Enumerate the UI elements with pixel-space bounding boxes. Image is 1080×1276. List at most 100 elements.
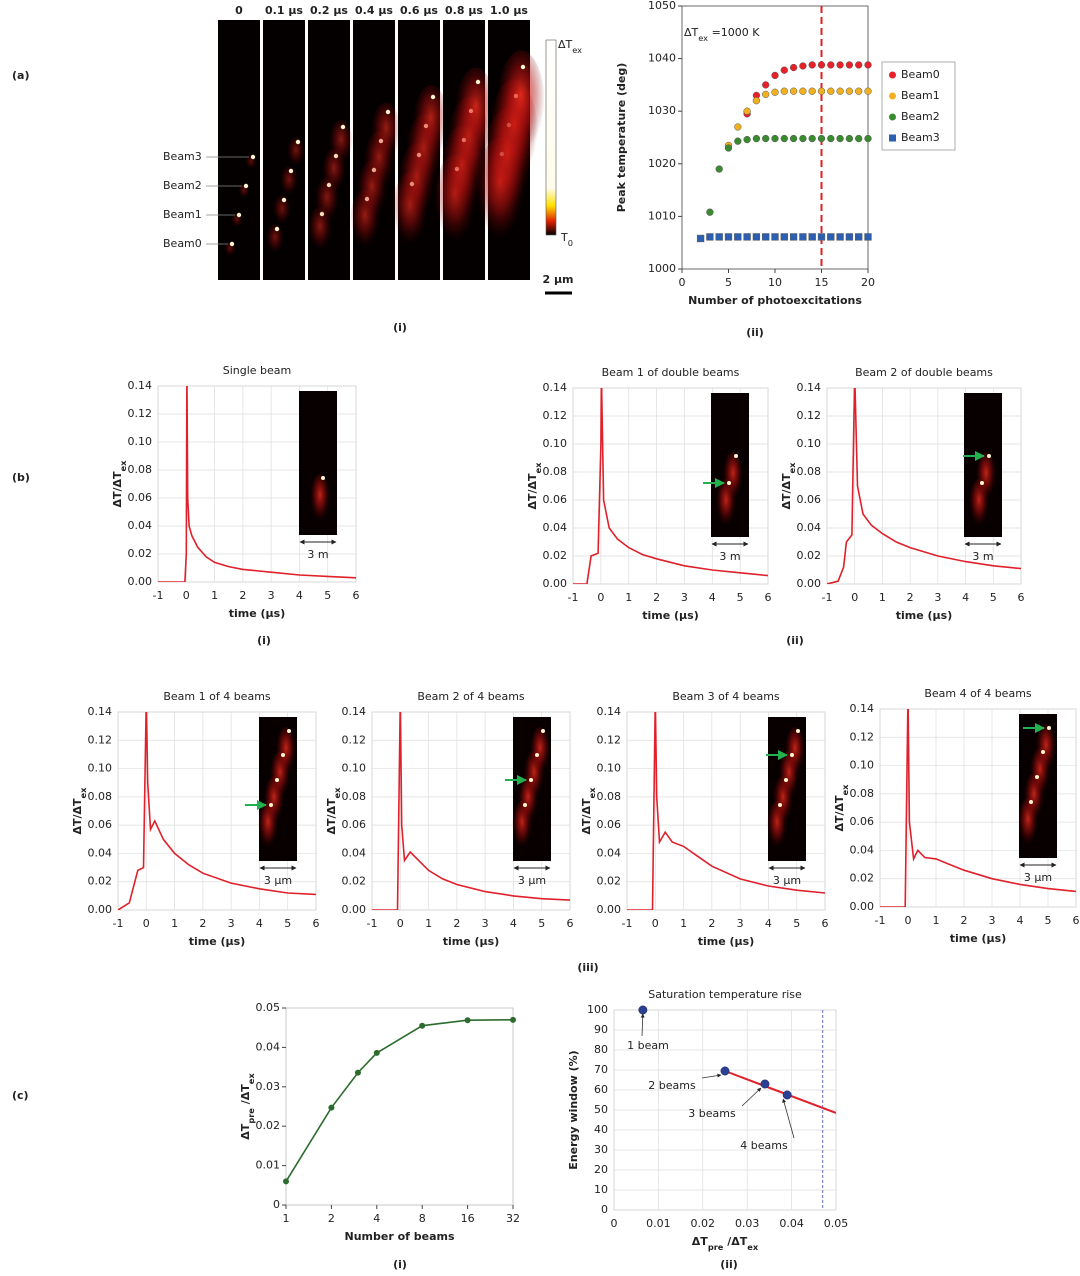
heat-glow xyxy=(413,85,449,165)
y-tick-label: 1000 xyxy=(648,262,676,275)
heat-glow xyxy=(497,50,545,163)
beam-spot xyxy=(529,778,533,782)
data-point xyxy=(752,134,761,143)
y-tick-label: 0.04 xyxy=(256,1040,281,1053)
data-point xyxy=(706,233,714,241)
panel-label: (ii) xyxy=(746,326,764,339)
y-tick-label: 0.12 xyxy=(128,407,153,420)
y-tick-label: 0.08 xyxy=(543,465,568,478)
plot-area xyxy=(627,712,825,910)
beam-spot xyxy=(475,79,481,85)
x-tick-label: 1 xyxy=(425,917,432,930)
y-axis-label: ΔT/ΔTex xyxy=(526,462,543,510)
data-point xyxy=(808,233,816,241)
panel-label: (ii) xyxy=(786,634,804,647)
beam-spot xyxy=(269,803,273,807)
beam-spot xyxy=(281,753,285,757)
data-line xyxy=(573,388,768,584)
beam-spot xyxy=(281,197,287,203)
time-label: 0 xyxy=(235,4,243,17)
x-tick-label: 16 xyxy=(461,1212,475,1225)
chart-title: Single beam xyxy=(223,364,292,377)
scale-bar-label: 2 µm xyxy=(542,273,573,286)
data-point xyxy=(780,233,788,241)
subscript: ex xyxy=(572,45,582,55)
x-tick-label: 3 xyxy=(681,591,688,604)
subscript: ex xyxy=(118,460,128,472)
heat-glow xyxy=(276,727,296,779)
data-point xyxy=(743,107,751,115)
x-tick-label: 20 xyxy=(861,276,875,289)
y-tick-label: 0.05 xyxy=(256,1001,281,1014)
y-tick-label: 0.10 xyxy=(88,762,113,775)
x-tick-label: 6 xyxy=(765,591,772,604)
panel-label: (i) xyxy=(393,321,407,334)
x-tick-label: 4 xyxy=(373,1212,380,1225)
legend-marker xyxy=(889,92,896,100)
data-point xyxy=(855,61,863,69)
x-tick-label: 0 xyxy=(851,591,858,604)
chart-title: Beam 2 of double beams xyxy=(855,366,993,379)
y-axis-label: ΔT/ΔTex xyxy=(325,787,342,835)
data-point xyxy=(864,61,872,69)
x-tick-label: 2 xyxy=(961,914,968,927)
data-point xyxy=(799,87,807,95)
data-line xyxy=(372,712,570,910)
colorbar-top-label: ΔTex xyxy=(558,38,582,55)
y-tick-label: 0.04 xyxy=(88,846,113,859)
beam-spot xyxy=(288,168,294,174)
data-point xyxy=(845,134,854,143)
data-point xyxy=(845,233,854,241)
x-tick-label: -1 xyxy=(113,917,124,930)
data-point xyxy=(771,71,779,80)
text-part: ΔT/ΔT xyxy=(780,473,793,510)
data-line xyxy=(627,712,825,910)
y-tick-label: 0.10 xyxy=(342,762,367,775)
data-point xyxy=(817,87,826,95)
data-line xyxy=(158,386,356,582)
y-tick-label: 60 xyxy=(594,1083,608,1096)
data-point xyxy=(864,87,872,95)
x-tick-label: 0.02 xyxy=(691,1217,716,1230)
x-tick-label: 6 xyxy=(1073,914,1080,927)
beam-spot xyxy=(778,803,782,807)
annotation: 2 beams xyxy=(648,1079,696,1092)
text-part: =1000 K xyxy=(708,26,760,39)
data-point xyxy=(771,233,779,241)
y-tick-label: 0.00 xyxy=(597,903,622,916)
x-tick-label: 5 xyxy=(793,917,800,930)
beam-spot xyxy=(287,729,291,733)
legend-label: Beam1 xyxy=(901,89,940,102)
data-line xyxy=(118,712,316,910)
annotation: 4 beams xyxy=(740,1139,788,1152)
x-axis-label: time (µs) xyxy=(698,935,754,948)
plot-area xyxy=(880,709,1076,907)
data-point xyxy=(817,61,826,69)
data-point xyxy=(808,61,816,69)
x-tick-label: 2 xyxy=(453,917,460,930)
x-tick-label: 0 xyxy=(597,591,604,604)
x-axis-label: time (µs) xyxy=(896,609,952,622)
y-tick-label: 0.12 xyxy=(597,733,622,746)
annotation-leader xyxy=(782,1098,795,1139)
beam-spot xyxy=(274,226,280,232)
subscript: ex xyxy=(533,462,543,474)
subscript: ex xyxy=(587,787,597,799)
y-tick-label: 1020 xyxy=(648,157,676,170)
data-point xyxy=(817,233,826,241)
subscript: pre xyxy=(246,1108,256,1124)
y-tick-label: 0.08 xyxy=(88,790,113,803)
data-point xyxy=(827,134,835,143)
section-label: (b) xyxy=(12,471,30,484)
y-tick-label: 0.02 xyxy=(597,875,622,888)
chart: 0.00 0.02 0.04 0.06 0.08 0.10 0.12 0.14 -1 0 1 2 3 4 5… xyxy=(543,366,772,604)
beam-label: Beam0 xyxy=(163,237,202,250)
inset-scale-label: 3 µm xyxy=(773,874,801,887)
colorbar xyxy=(545,39,557,236)
data-point xyxy=(734,233,742,241)
chart: 0.00 0.02 0.04 0.06 0.08 0.10 0.12 0.14 -1 0 1 2 3 4 5… xyxy=(597,690,829,930)
subscript: ex xyxy=(840,784,850,796)
inset-scale-label: 3 µm xyxy=(1024,871,1052,884)
text-part: ΔT xyxy=(239,1123,252,1140)
subscript: ex xyxy=(787,462,797,474)
